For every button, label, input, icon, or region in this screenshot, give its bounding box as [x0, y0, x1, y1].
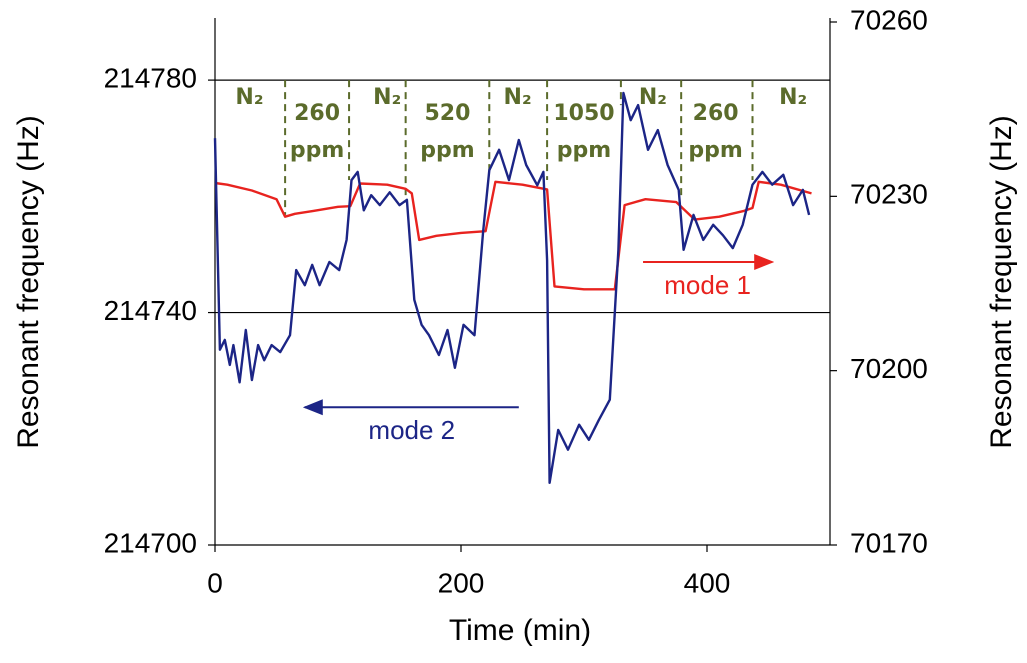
band-label: ppm: [290, 138, 344, 163]
series-label: mode 2: [368, 415, 455, 445]
y2-tick-label: 70230: [850, 179, 928, 210]
y-tick-label: 214700: [104, 527, 197, 558]
y2-axis-label: Resonant frequency (Hz): [985, 115, 1018, 449]
series-line: [213, 91, 811, 484]
y-tick-label: 214780: [104, 63, 197, 94]
y2-tick-label: 70200: [850, 353, 928, 384]
band-label: N₂: [504, 85, 532, 110]
band-label: N₂: [639, 85, 667, 110]
series-label: mode 1: [664, 270, 751, 300]
y2-tick-label: 70260: [850, 4, 928, 35]
band-label: 520: [425, 101, 471, 126]
y2-tick-label: 70170: [850, 527, 928, 558]
band-label: 260: [294, 101, 340, 126]
band-label: ppm: [557, 138, 611, 163]
band-label: N₂: [779, 85, 807, 110]
y-axis-label: Resonant frequency (Hz): [12, 115, 45, 449]
band-label: 260: [693, 101, 739, 126]
x-tick-label: 400: [684, 567, 731, 598]
band-label: 1050: [553, 101, 614, 126]
band-label: ppm: [688, 138, 742, 163]
band-label: N₂: [373, 85, 401, 110]
band-label: ppm: [420, 138, 474, 163]
x-tick-label: 0: [207, 567, 223, 598]
y-tick-label: 214740: [104, 295, 197, 326]
series-line: [214, 180, 812, 291]
band-label: N₂: [235, 85, 263, 110]
x-tick-label: 200: [438, 567, 485, 598]
x-axis-label: Time (min): [449, 614, 591, 647]
